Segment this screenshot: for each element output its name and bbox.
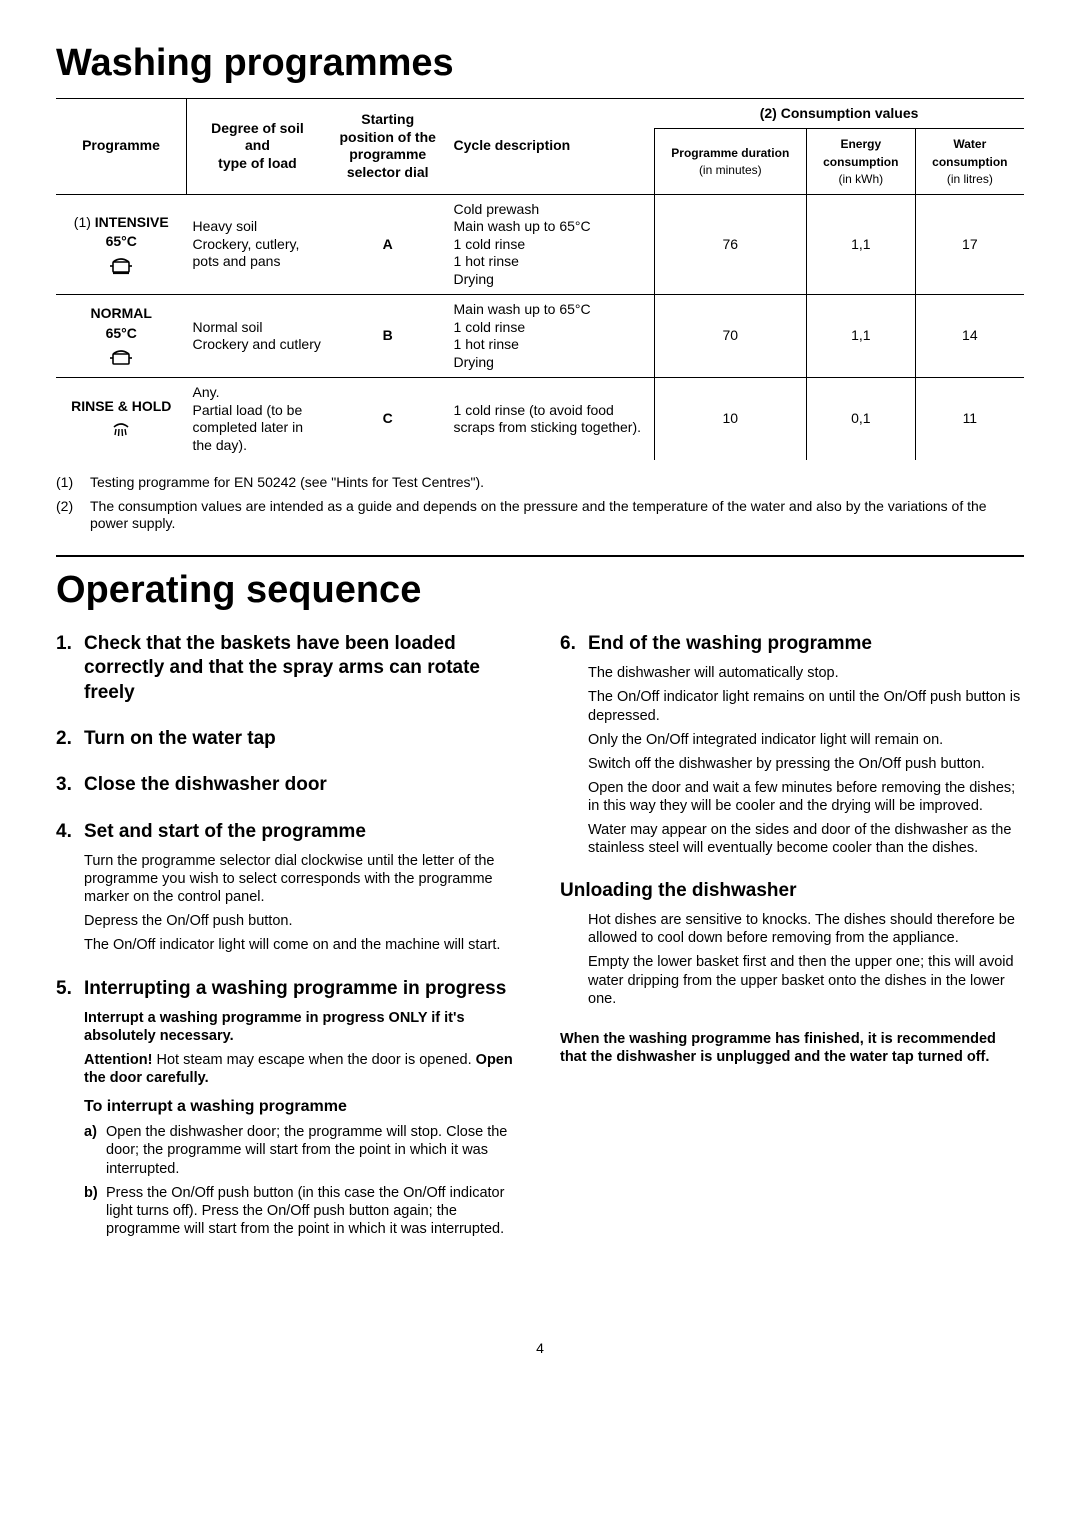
step-2: 2. Turn on the water tap — [56, 727, 520, 751]
pot-icon — [108, 348, 134, 368]
footnote-row: (1) Testing programme for EN 50242 (see … — [56, 474, 1024, 492]
cell-water: 17 — [915, 194, 1024, 295]
th-position: Starting — [361, 111, 414, 127]
footnotes: (1) Testing programme for EN 50242 (see … — [56, 474, 1024, 533]
cell-duration: 76 — [654, 194, 806, 295]
step-text: The dishwasher will automatically stop. — [588, 664, 1024, 682]
step-5: 5. Interrupting a washing programme in p… — [56, 977, 520, 1239]
th-consumption: (2) Consumption values — [760, 105, 919, 121]
heading-operating-sequence: Operating sequence — [56, 567, 1024, 615]
substep-row: a) Open the dishwasher door; the program… — [84, 1123, 520, 1177]
th-programme: Programme — [82, 137, 160, 153]
unloading-section: Unloading the dishwasher Hot dishes are … — [560, 879, 1024, 1007]
step-1: 1. Check that the baskets have been load… — [56, 632, 520, 705]
cell-water: 14 — [915, 295, 1024, 378]
footnote-text: Testing programme for EN 50242 (see "Hin… — [90, 474, 484, 492]
th-water: Water — [953, 137, 986, 151]
cell-programme: (1) INTENSIVE65°C — [56, 194, 187, 295]
attention-label: Attention! — [84, 1052, 152, 1068]
step-text-bold: Interrupt a washing programme in progres… — [84, 1009, 520, 1045]
footnote-num: (1) — [56, 474, 90, 492]
section-text: Hot dishes are sensitive to knocks. The … — [588, 911, 1024, 947]
step-title: Set and start of the programme — [84, 820, 366, 844]
step-text: Only the On/Off integrated indicator lig… — [588, 731, 1024, 749]
table-row: NORMAL65°CNormal soilCrockery and cutler… — [56, 295, 1024, 378]
cell-water: 11 — [915, 378, 1024, 461]
page-number: 4 — [56, 1340, 1024, 1358]
shower-icon — [108, 421, 134, 441]
footnote-row: (2) The consumption values are intended … — [56, 498, 1024, 533]
footnote-num: (2) — [56, 498, 90, 533]
step-title: Close the dishwasher door — [84, 773, 327, 797]
cell-duration: 70 — [654, 295, 806, 378]
section-text: Empty the lower basket first and then th… — [588, 953, 1024, 1007]
step-title: Turn on the water tap — [84, 727, 276, 751]
cell-programme: NORMAL65°C — [56, 295, 187, 378]
step-title: Interrupting a washing programme in prog… — [84, 977, 506, 1001]
th-cycle: Cycle description — [454, 137, 571, 153]
cell-energy: 1,1 — [806, 194, 915, 295]
step-number: 1. — [56, 632, 84, 705]
step-number: 4. — [56, 820, 84, 844]
left-column: 1. Check that the baskets have been load… — [56, 632, 520, 1260]
cell-soil: Any.Partial load (to be completed later … — [187, 378, 328, 461]
step-subheading: To interrupt a washing programme — [84, 1097, 520, 1117]
step-text: Depress the On/Off push button. — [84, 912, 520, 930]
cell-cycle: Main wash up to 65°C1 cold rinse1 hot ri… — [448, 295, 655, 378]
step-4: 4. Set and start of the programme Turn t… — [56, 820, 520, 955]
cell-cycle: Cold prewashMain wash up to 65°C1 cold r… — [448, 194, 655, 295]
step-title: End of the washing programme — [588, 632, 872, 656]
pot-icon — [108, 256, 134, 276]
step-text: Turn the programme selector dial clockwi… — [84, 852, 520, 906]
substep-text: Press the On/Off push button (in this ca… — [106, 1184, 520, 1238]
step-3: 3. Close the dishwasher door — [56, 773, 520, 797]
substep-row: b) Press the On/Off push button (in this… — [84, 1184, 520, 1238]
footnote-text: The consumption values are intended as a… — [90, 498, 1024, 533]
cell-soil: Heavy soilCrockery, cutlery, pots and pa… — [187, 194, 328, 295]
cell-energy: 1,1 — [806, 295, 915, 378]
programmes-table: Programme Degree of soil and type of loa… — [56, 98, 1024, 461]
table-row: (1) INTENSIVE65°CHeavy soilCrockery, cut… — [56, 194, 1024, 295]
substep-letter: a) — [84, 1123, 106, 1177]
cell-energy: 0,1 — [806, 378, 915, 461]
th-energy: Energy — [840, 137, 881, 151]
cell-programme: RINSE & HOLD — [56, 378, 187, 461]
table-header-row: Programme Degree of soil and type of loa… — [56, 98, 1024, 129]
th-duration: Programme duration — [671, 146, 789, 160]
step-text: Switch off the dishwasher by pressing th… — [588, 755, 1024, 773]
cell-position: A — [328, 194, 448, 295]
section-title: Unloading the dishwasher — [560, 879, 1024, 903]
right-column: 6. End of the washing programme The dish… — [560, 632, 1024, 1260]
step-text: Water may appear on the sides and door o… — [588, 821, 1024, 857]
cell-duration: 10 — [654, 378, 806, 461]
step-text: Attention! Hot steam may escape when the… — [84, 1051, 520, 1087]
step-text: The On/Off indicator light will come on … — [84, 936, 520, 954]
heading-washing-programmes: Washing programmes — [56, 40, 1024, 88]
cell-position: C — [328, 378, 448, 461]
th-soil: Degree of soil — [211, 120, 304, 136]
cell-cycle: 1 cold rinse (to avoid food scraps from … — [448, 378, 655, 461]
section-divider — [56, 555, 1024, 557]
step-number: 2. — [56, 727, 84, 751]
substep-letter: b) — [84, 1184, 106, 1238]
substep-text: Open the dishwasher door; the programme … — [106, 1123, 520, 1177]
table-row: RINSE & HOLDAny.Partial load (to be comp… — [56, 378, 1024, 461]
step-number: 5. — [56, 977, 84, 1001]
step-number: 3. — [56, 773, 84, 797]
cell-soil: Normal soilCrockery and cutlery — [187, 295, 328, 378]
step-6: 6. End of the washing programme The dish… — [560, 632, 1024, 857]
step-title: Check that the baskets have been loaded … — [84, 632, 520, 705]
step-text: The On/Off indicator light remains on un… — [588, 688, 1024, 724]
step-text: Open the door and wait a few minutes bef… — [588, 779, 1024, 815]
final-recommendation: When the washing programme has finished,… — [560, 1030, 1024, 1066]
cell-position: B — [328, 295, 448, 378]
step-number: 6. — [560, 632, 588, 656]
